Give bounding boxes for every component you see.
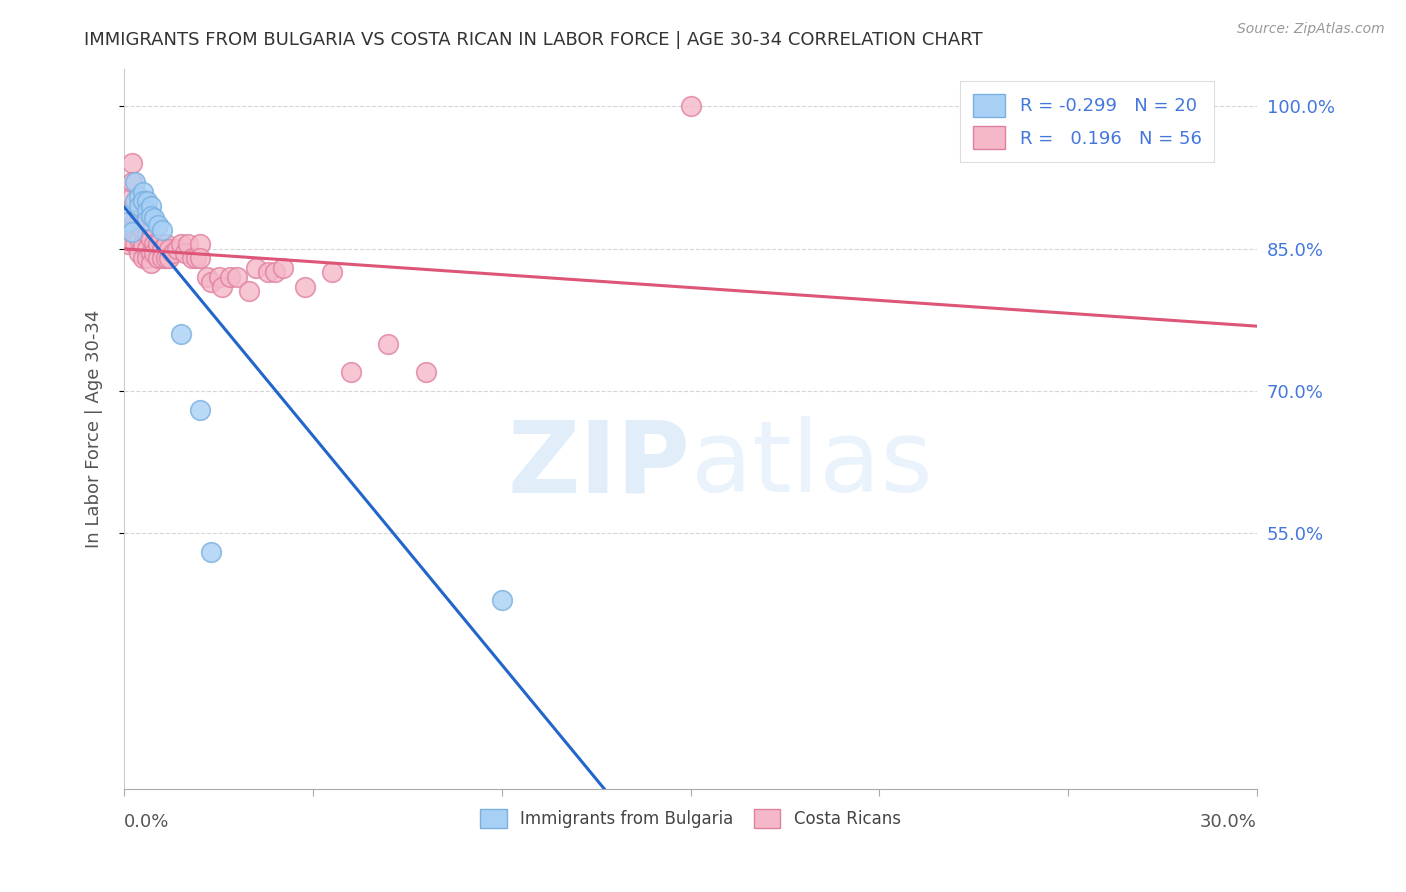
Point [124,194,146,209]
Point [321,265,343,279]
Point [117,236,139,251]
Point [166,242,188,256]
Point [150,242,173,256]
Point [377,336,399,351]
Point [339,365,361,379]
Point [117,223,139,237]
Point [173,246,195,260]
Point [139,246,162,260]
Point [117,215,139,229]
Point [170,326,193,341]
Point [264,265,287,279]
Point [188,236,211,251]
Point [124,236,146,251]
Point [218,270,240,285]
Point [415,365,437,379]
Point [177,236,200,251]
Point [294,279,316,293]
Point [184,251,207,265]
Point [491,592,513,607]
Point [121,175,143,189]
Point [188,251,211,265]
Point [135,213,157,227]
Text: atlas: atlas [690,417,932,514]
Text: IMMIGRANTS FROM BULGARIA VS COSTA RICAN IN LABOR FORCE | AGE 30-34 CORRELATION C: IMMIGRANTS FROM BULGARIA VS COSTA RICAN … [84,31,983,49]
Point [155,236,177,251]
Text: 0.0%: 0.0% [124,813,170,831]
Point [124,223,146,237]
Point [207,270,229,285]
Point [135,251,157,265]
Point [188,403,211,417]
Point [128,213,150,227]
Text: Source: ZipAtlas.com: Source: ZipAtlas.com [1237,22,1385,37]
Point [170,236,193,251]
Point [143,236,166,251]
Point [132,236,155,251]
Point [139,232,162,246]
Point [195,270,218,285]
Point [135,227,157,242]
Point [128,232,150,246]
Text: 30.0%: 30.0% [1201,813,1257,831]
Point [132,223,155,237]
Point [181,251,204,265]
Point [132,185,155,199]
Point [211,279,233,293]
Point [139,199,162,213]
Point [135,203,157,218]
Point [124,213,146,227]
Point [146,218,169,232]
Point [121,189,143,203]
Point [155,251,177,265]
Point [256,265,278,279]
Point [150,223,173,237]
Point [159,251,181,265]
Point [128,246,150,260]
Point [128,189,150,203]
Point [139,256,162,270]
Point [271,260,294,275]
Point [200,545,222,559]
Point [121,225,143,239]
Point [679,99,702,113]
Point [139,209,162,223]
Point [200,275,222,289]
Point [135,242,157,256]
Point [132,251,155,265]
Point [238,285,260,299]
Point [146,251,169,265]
Point [150,251,173,265]
Legend: Immigrants from Bulgaria, Costa Ricans: Immigrants from Bulgaria, Costa Ricans [474,803,907,835]
Point [128,199,150,213]
Point [159,242,181,256]
Point [162,246,184,260]
Point [143,211,166,226]
Point [226,270,249,285]
Text: ZIP: ZIP [508,417,690,514]
Point [132,194,155,209]
Point [135,194,157,209]
Point [124,175,146,189]
Point [146,236,169,251]
Point [121,156,143,170]
Y-axis label: In Labor Force | Age 30-34: In Labor Force | Age 30-34 [86,310,103,548]
Point [245,260,267,275]
Point [143,246,166,260]
